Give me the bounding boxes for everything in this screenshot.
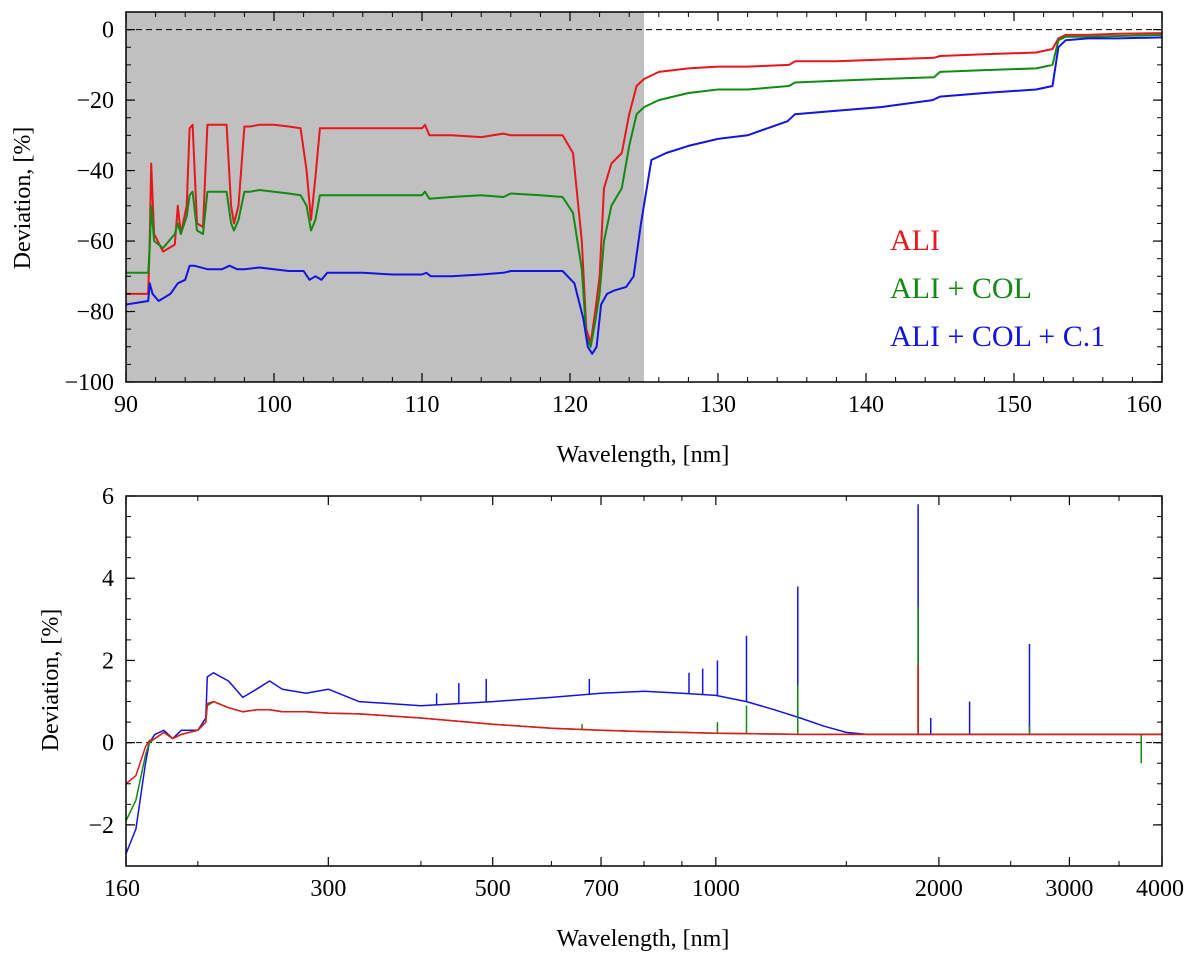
x-tick-label: 300: [310, 876, 346, 902]
legend-entry-ali-col-c1: ALI + COL + C.1: [890, 320, 1105, 353]
y-tick-label: −40: [76, 159, 114, 185]
bottom-panel: −2 0 2 4 6 160 300 500 700 1000 2000 3000 4000 Wave…: [38, 484, 1184, 952]
series-group: [125, 504, 1162, 854]
y-tick-label: −100: [64, 370, 114, 396]
x-tick-label: 150: [996, 392, 1032, 418]
y-tick-label: 4: [102, 566, 114, 592]
legend-entry-ali-col: ALI + COL: [890, 272, 1032, 305]
series-line-ali-col-c-1: [125, 36, 1163, 355]
plot-frame: [125, 11, 1163, 383]
plot-frame: [125, 495, 1163, 867]
y-tick-labels: −2 0 2 4 6: [88, 484, 114, 839]
y-tick-label: 2: [102, 648, 114, 674]
top-panel: 0 −20 −40 −60 −80 −100 90 100 110 120 130 140 150 16…: [10, 11, 1163, 468]
legend: ALI ALI + COL ALI + COL + C.1: [890, 224, 1105, 353]
x-axis-title: Wavelength, [nm]: [557, 442, 730, 468]
x-tick-label: 500: [475, 876, 511, 902]
x-tick-label: 110: [404, 392, 439, 418]
tick-group: [125, 11, 1163, 383]
x-tick-label: 130: [700, 392, 736, 418]
x-tick-label: 700: [583, 876, 619, 902]
x-tick-label: 120: [552, 392, 588, 418]
series-line-ali-col: [125, 700, 1162, 822]
x-tick-labels: 160 300 500 700 1000 2000 3000 4000: [104, 876, 1184, 902]
x-tick-label: 160: [1126, 392, 1162, 418]
y-axis-title: Deviation, [%]: [38, 609, 64, 752]
y-axis-title: Deviation, [%]: [10, 127, 36, 270]
y-tick-label: −60: [76, 229, 114, 255]
x-tick-label: 4000: [1136, 876, 1184, 902]
y-tick-label: −80: [76, 300, 114, 326]
x-axis-title: Wavelength, [nm]: [557, 926, 730, 952]
x-tick-label: 160: [104, 876, 140, 902]
series-line-ali: [125, 700, 1162, 785]
y-tick-label: −2: [88, 813, 114, 839]
x-tick-label: 2000: [915, 876, 963, 902]
x-tick-label: 100: [256, 392, 292, 418]
series-line-ali-col-c-1: [125, 672, 1162, 854]
x-tick-label: 140: [848, 392, 884, 418]
x-tick-label: 90: [114, 392, 138, 418]
series-line-ali: [126, 32, 1163, 345]
series-line-ali-col: [126, 33, 1163, 348]
x-tick-label: 1000: [692, 876, 740, 902]
legend-entry-ali: ALI: [890, 224, 940, 257]
tick-group: [125, 495, 1163, 866]
y-tick-label: 0: [102, 18, 114, 44]
series-group: [125, 32, 1163, 355]
y-tick-label: 0: [102, 731, 114, 757]
y-tick-labels: 0 −20 −40 −60 −80 −100: [64, 18, 114, 396]
y-tick-label: −20: [76, 88, 114, 114]
x-tick-labels: 90 100 110 120 130 140 150 160: [114, 392, 1162, 418]
x-tick-label: 3000: [1045, 876, 1093, 902]
y-tick-label: 6: [102, 484, 114, 510]
